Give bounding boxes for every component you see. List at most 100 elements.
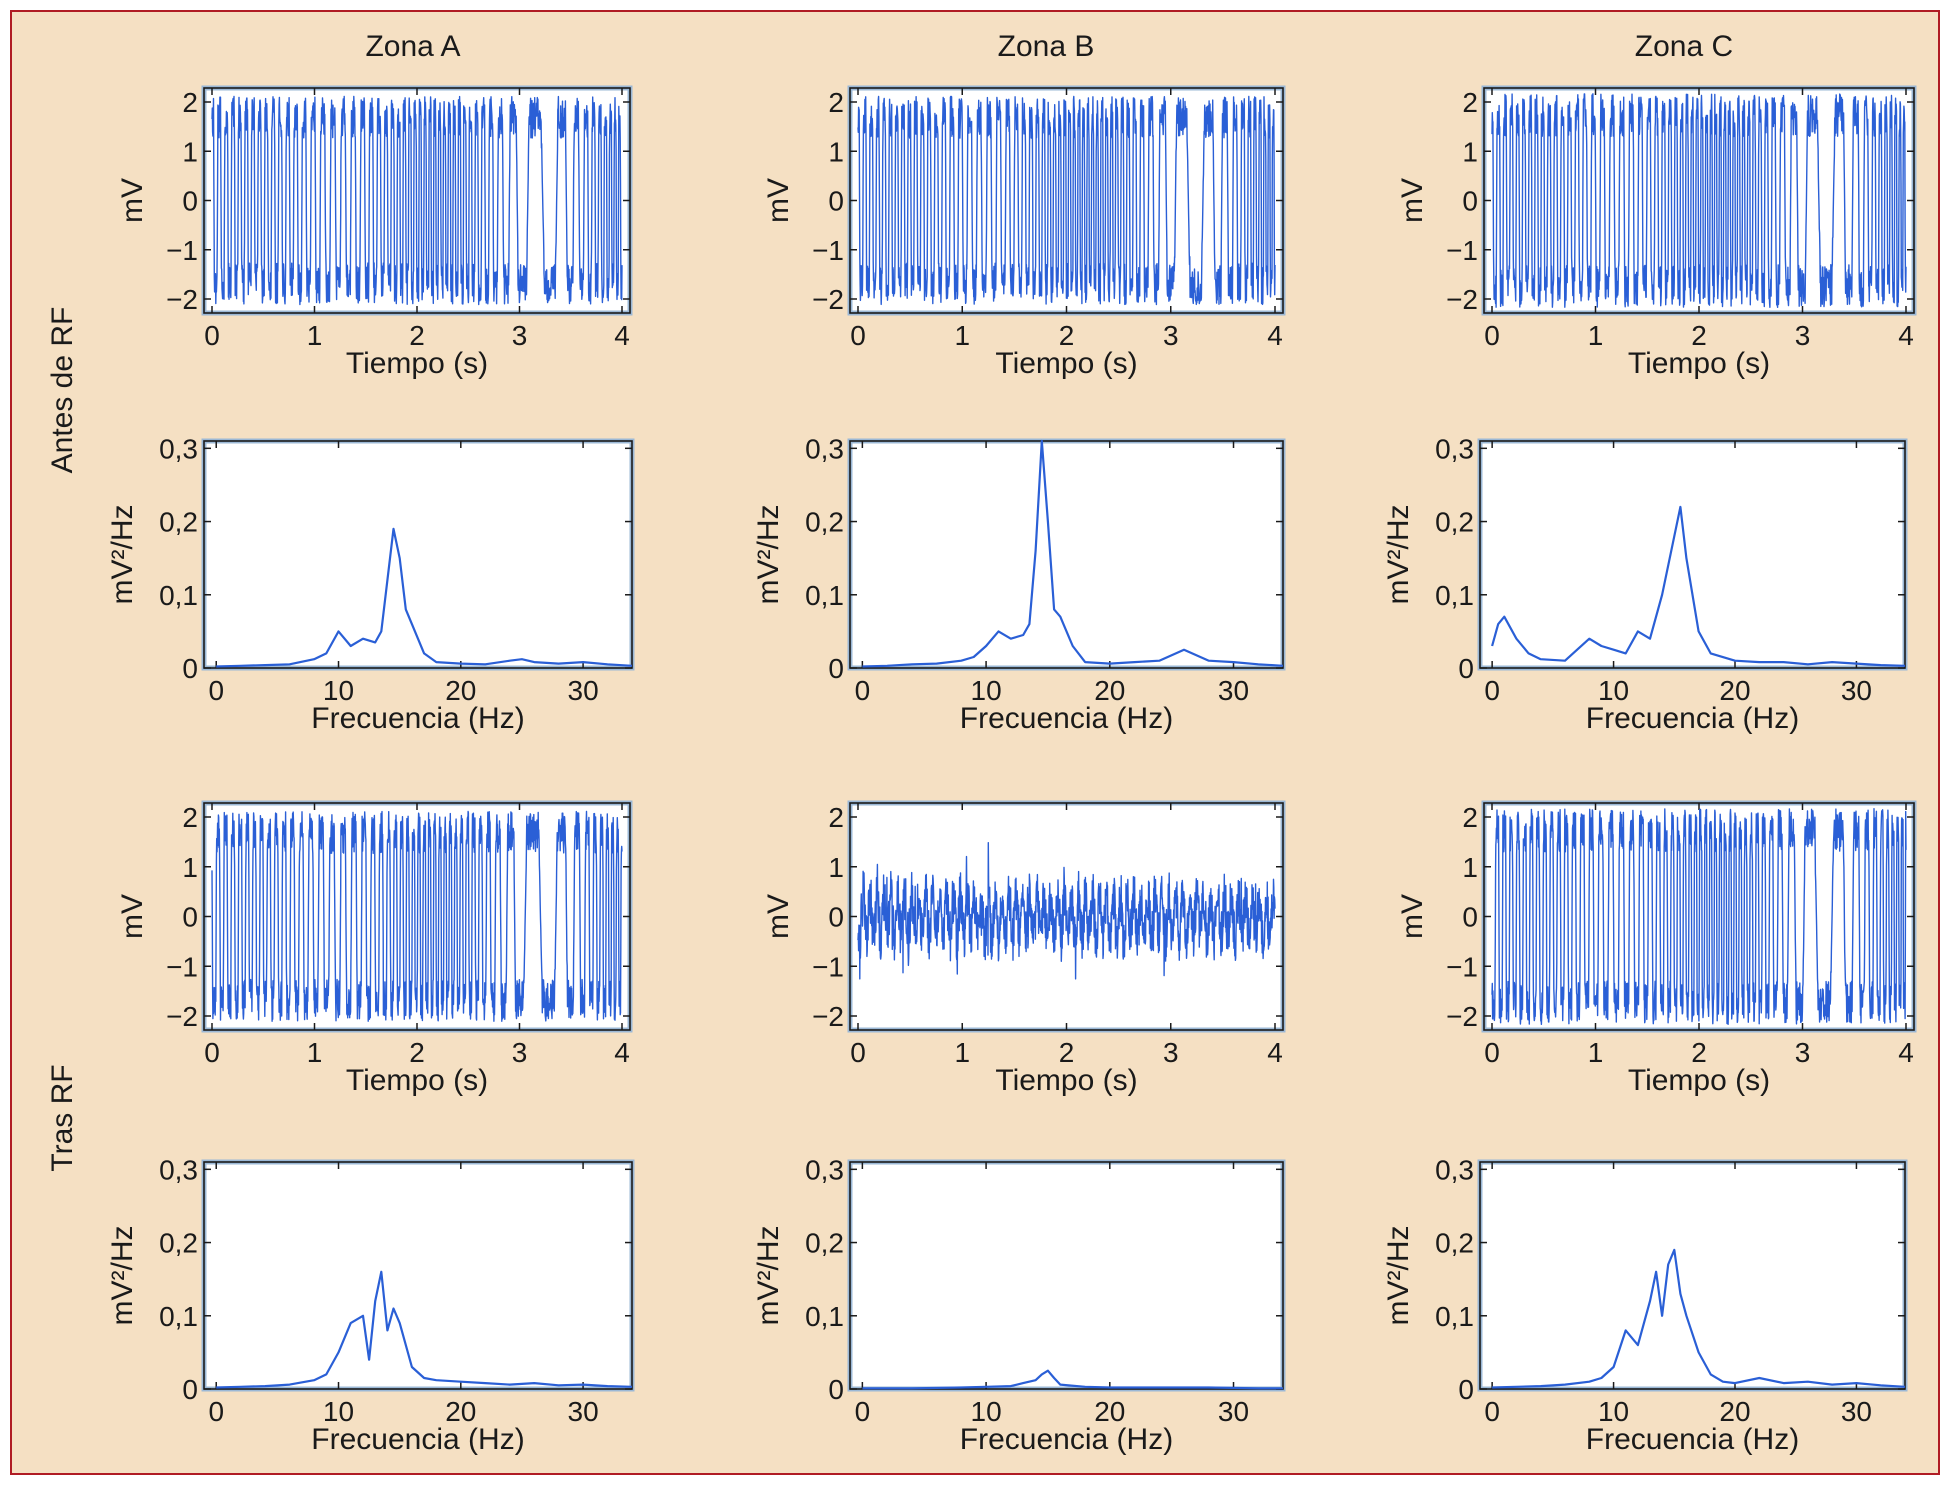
y-tick-label: 0 bbox=[828, 186, 844, 217]
x-axis-label: Tiempo (s) bbox=[995, 347, 1137, 380]
x-tick-label: 3 bbox=[1163, 1037, 1179, 1068]
y-tick-label: 0 bbox=[828, 1374, 844, 1405]
y-tick-label: −2 bbox=[1446, 284, 1478, 315]
x-tick-label: 30 bbox=[568, 1396, 599, 1427]
y-axis-label: mV bbox=[762, 178, 795, 223]
row-label-0: Antes de RF bbox=[46, 307, 79, 474]
y-axis-label: mV²/Hz bbox=[106, 1226, 139, 1326]
x-axis-label: Frecuencia (Hz) bbox=[960, 1423, 1173, 1456]
y-tick-label: 2 bbox=[182, 87, 198, 118]
x-tick-label: 4 bbox=[1898, 1037, 1914, 1068]
y-tick-label: 2 bbox=[828, 87, 844, 118]
y-tick-label: 0 bbox=[828, 902, 844, 933]
x-tick-label: 2 bbox=[409, 320, 425, 351]
data-line bbox=[1491, 93, 1907, 308]
y-tick-label: 0 bbox=[1458, 653, 1474, 684]
x-tick-label: 20 bbox=[1094, 1396, 1125, 1427]
x-tick-label: 1 bbox=[1588, 1037, 1604, 1068]
y-tick-label: 0 bbox=[1462, 186, 1478, 217]
y-tick-label: 0,1 bbox=[1435, 1301, 1474, 1332]
y-tick-label: 0 bbox=[182, 653, 198, 684]
x-tick-label: 10 bbox=[1598, 1396, 1629, 1427]
axes-box bbox=[1479, 440, 1906, 669]
y-tick-label: −2 bbox=[812, 284, 844, 315]
x-tick-label: 20 bbox=[1094, 675, 1125, 706]
column-title-2: Zona C bbox=[1635, 30, 1733, 63]
axes-box bbox=[203, 440, 633, 669]
chart-spectrum-1-0: 0,3 0,2 0,1 00 10 20 30 Frecuencia (Hz) mV²/Hz bbox=[106, 1154, 635, 1456]
y-tick-label: 0,2 bbox=[1435, 507, 1474, 538]
y-tick-label: 1 bbox=[182, 136, 198, 167]
y-tick-label: 1 bbox=[1462, 852, 1478, 883]
data-line bbox=[216, 527, 633, 668]
x-axis-label: Frecuencia (Hz) bbox=[960, 702, 1173, 735]
chart-spectrum-1-1: 0,3 0,2 0,1 00 10 20 30 Frecuencia (Hz) mV²/Hz bbox=[752, 1154, 1286, 1456]
x-axis-label: Tiempo (s) bbox=[346, 347, 488, 380]
plot-area bbox=[201, 1159, 635, 1392]
y-tick-label: −1 bbox=[812, 951, 844, 982]
y-axis-label: mV²/Hz bbox=[752, 1226, 785, 1326]
y-axis-label: mV²/Hz bbox=[106, 505, 139, 605]
x-tick-label: 2 bbox=[1059, 320, 1075, 351]
y-tick-label: −1 bbox=[166, 951, 198, 982]
x-tick-label: 3 bbox=[1795, 320, 1811, 351]
y-tick-label: −1 bbox=[1446, 951, 1478, 982]
y-axis-label: mV²/Hz bbox=[1382, 1226, 1415, 1326]
x-tick-label: 10 bbox=[1598, 675, 1629, 706]
y-axis-label: mV²/Hz bbox=[1382, 505, 1415, 605]
x-tick-label: 0 bbox=[1484, 1396, 1500, 1427]
plot-area bbox=[201, 438, 635, 671]
y-tick-label: 0 bbox=[1462, 902, 1478, 933]
x-tick-label: 1 bbox=[1588, 320, 1604, 351]
x-tick-label: 4 bbox=[614, 1037, 630, 1068]
y-tick-label: 0 bbox=[182, 186, 198, 217]
x-tick-label: 3 bbox=[1163, 320, 1179, 351]
x-tick-label: 10 bbox=[971, 1396, 1002, 1427]
chart-spectrum-0-0: 0,3 0,2 0,1 00 10 20 30 Frecuencia (Hz) mV²/Hz bbox=[106, 433, 635, 735]
y-tick-label: −2 bbox=[166, 284, 198, 315]
x-axis-label: Tiempo (s) bbox=[1628, 347, 1770, 380]
y-tick-label: 0,3 bbox=[1435, 1154, 1474, 1185]
x-axis-label: Frecuencia (Hz) bbox=[1586, 1423, 1799, 1456]
x-tick-label: 30 bbox=[1218, 675, 1249, 706]
y-tick-label: 0,3 bbox=[805, 433, 844, 464]
y-tick-label: 0,3 bbox=[159, 1154, 198, 1185]
y-tick-label: 0 bbox=[182, 1374, 198, 1405]
x-tick-label: 2 bbox=[1059, 1037, 1075, 1068]
x-tick-label: 3 bbox=[512, 320, 528, 351]
y-tick-label: 0,1 bbox=[159, 580, 198, 611]
y-tick-label: 2 bbox=[828, 802, 844, 833]
x-tick-label: 3 bbox=[512, 1037, 528, 1068]
y-axis-label: mV bbox=[1396, 894, 1429, 939]
x-tick-label: 0 bbox=[204, 1037, 220, 1068]
x-tick-label: 0 bbox=[1484, 675, 1500, 706]
y-axis-label: mV²/Hz bbox=[752, 505, 785, 605]
x-tick-label: 2 bbox=[1691, 1037, 1707, 1068]
data-line bbox=[1492, 1248, 1906, 1389]
y-tick-label: 0,2 bbox=[159, 1228, 198, 1259]
y-tick-label: 1 bbox=[828, 852, 844, 883]
y-tick-label: −2 bbox=[166, 1001, 198, 1032]
data-line bbox=[857, 95, 1276, 306]
y-tick-label: 2 bbox=[182, 802, 198, 833]
x-tick-label: 0 bbox=[1484, 1037, 1500, 1068]
y-tick-label: 0,1 bbox=[159, 1301, 198, 1332]
x-tick-label: 4 bbox=[1267, 1037, 1283, 1068]
data-line bbox=[1491, 505, 1906, 667]
y-tick-label: 1 bbox=[1462, 136, 1478, 167]
x-tick-label: 0 bbox=[855, 1396, 871, 1427]
x-tick-label: 30 bbox=[1841, 1396, 1872, 1427]
y-tick-label: 2 bbox=[1462, 802, 1478, 833]
axes-box bbox=[203, 1161, 633, 1390]
data-line bbox=[857, 842, 1276, 980]
y-tick-label: 0,1 bbox=[805, 580, 844, 611]
axes-box bbox=[849, 1161, 1284, 1390]
y-tick-label: 0 bbox=[1458, 1374, 1474, 1405]
data-line bbox=[211, 95, 623, 306]
x-tick-label: 20 bbox=[445, 675, 476, 706]
data-line bbox=[1491, 808, 1907, 1026]
chart-spectrum-0-1: 0,3 0,2 0,1 00 10 20 30 Frecuencia (Hz) mV²/Hz bbox=[752, 433, 1286, 735]
